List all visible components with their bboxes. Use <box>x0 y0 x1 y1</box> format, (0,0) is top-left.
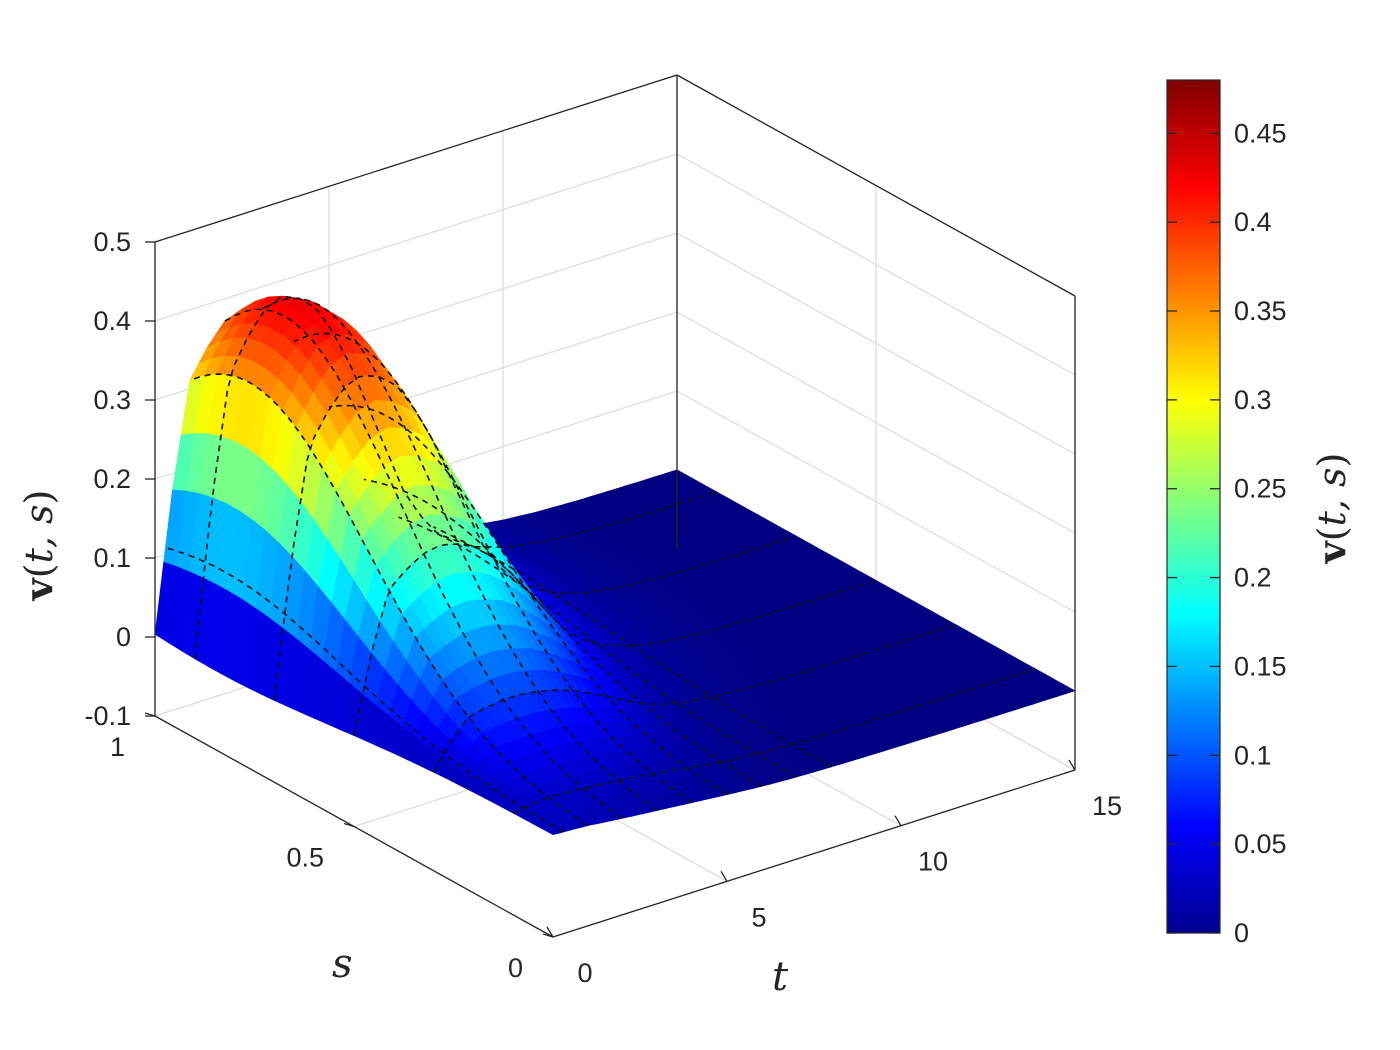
contour-line <box>194 295 718 659</box>
contour-line <box>189 373 589 827</box>
colorbar-gradient <box>1166 79 1221 934</box>
contour-line <box>433 526 832 768</box>
x-tick-label: 10 <box>918 847 948 877</box>
y-tick-label: 0.5 <box>286 843 324 873</box>
x-tick-label: 0 <box>577 958 592 988</box>
z-tick-label: 0.1 <box>93 543 131 573</box>
y-tick-label: 0 <box>508 953 523 983</box>
y-tick-mark <box>343 822 355 828</box>
x-axis-label: t <box>772 954 789 1000</box>
z-tick-label: 0.2 <box>93 464 131 494</box>
colorbar-tick-label: 0 <box>1234 918 1249 948</box>
colorbar-ticks: 0 0.05 0.1 0.15 0.2 0.25 0.3 0.35 0.4 0.45 <box>1167 118 1287 948</box>
axis-ticks: -0.1 0 0.1 0.2 0.3 0.4 0.5 0 5 10 15 0 0.5 1 <box>84 227 1122 988</box>
z-tick-label: 0.3 <box>93 385 131 415</box>
contour-line <box>165 546 564 833</box>
x-tick-mark <box>720 870 728 882</box>
contour-line <box>258 297 658 812</box>
z-axis-label: v(t, s) <box>16 490 61 602</box>
box-edge <box>676 74 1076 297</box>
grid-line <box>154 153 678 322</box>
y-axis-label: s <box>332 941 353 987</box>
colorbar-tick-label: 0.05 <box>1234 829 1287 859</box>
contour-line <box>512 667 1036 814</box>
colorbar-tick-label: 0.45 <box>1234 118 1287 148</box>
x-tick-label: 15 <box>1092 791 1122 821</box>
colorbar-tick-label: 0.2 <box>1234 563 1272 593</box>
contour-lines <box>165 295 1036 833</box>
y-tick-mark <box>144 712 156 717</box>
colorbar-label: v(t, s) <box>1309 453 1354 565</box>
x-tick-mark <box>546 926 554 938</box>
contour-line <box>363 478 763 787</box>
x-tick-mark <box>894 815 902 827</box>
contour-line <box>398 516 797 778</box>
x-tick-label: 5 <box>751 902 766 932</box>
y-tick-label: 1 <box>110 732 125 762</box>
contour-line <box>353 543 877 736</box>
colorbar-tick-label: 0.3 <box>1234 385 1272 415</box>
z-tick-label: 0 <box>116 622 131 652</box>
colorbar-tick-label: 0.1 <box>1234 740 1272 770</box>
contour-line <box>432 623 956 773</box>
x-axis-line <box>552 769 1076 938</box>
surface-patch <box>538 824 563 836</box>
colorbar-tick-label: 0.35 <box>1234 296 1287 326</box>
colorbar-tick-label: 0.4 <box>1234 207 1272 237</box>
z-tick-label: 0.5 <box>93 227 131 257</box>
z-tick-label: 0.4 <box>93 306 131 336</box>
y-tick-mark <box>542 933 554 938</box>
colorbar-tick-label: 0.25 <box>1234 474 1287 504</box>
colorbar-tick-label: 0.15 <box>1234 651 1287 681</box>
colorbar: 0 0.05 0.1 0.15 0.2 0.25 0.3 0.35 0.4 0.45 v(t, s… <box>1166 79 1354 948</box>
contour-line <box>273 374 797 701</box>
x-tick-mark <box>1068 759 1076 771</box>
box-edge <box>154 74 678 243</box>
z-tick-label: -0.1 <box>84 701 131 731</box>
